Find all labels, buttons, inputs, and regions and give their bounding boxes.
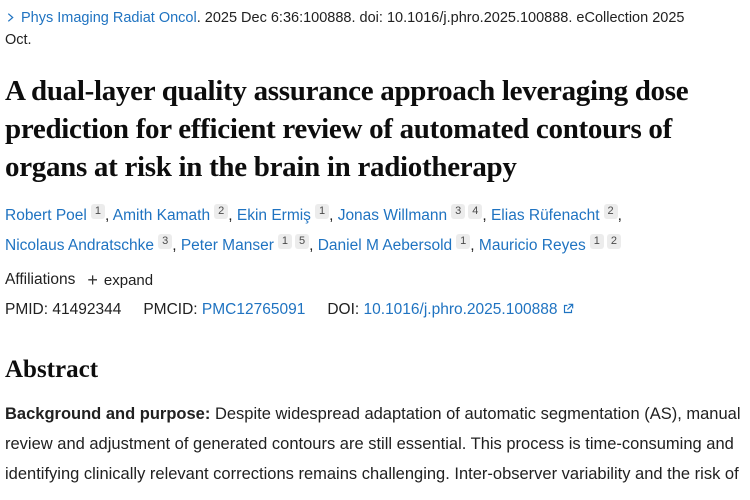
author: Daniel M Aebersold 1, [317,234,479,254]
author-separator: , [104,207,113,224]
abstract-section-label: Background and purpose: [5,405,211,423]
author-affiliation-sups: 3 [154,234,173,254]
pmcid-group: PMCID: PMC12765091 [143,301,305,319]
author-affiliation-sups: 2 [210,204,229,224]
affiliations-row: Affiliations + expand [5,271,742,289]
author: Nicolaus Andratschke 3, [5,234,181,254]
affiliation-number-badge: 2 [214,204,229,219]
affiliation-number-badge: 1 [589,234,604,249]
author-separator: , [470,237,479,254]
author-link[interactable]: Robert Poel [5,207,87,224]
article-title: A dual-layer quality assurance approach … [5,75,689,183]
author-separator: , [309,237,318,254]
author-separator: , [172,237,181,254]
journal-link[interactable]: Phys Imaging Radiat Oncol [21,10,197,26]
expand-affiliations-button[interactable]: + expand [87,271,153,289]
affiliations-label: Affiliations [5,271,76,288]
affiliation-number-badge: 2 [606,234,621,249]
pmid-value: 41492344 [52,301,122,318]
author: Jonas Willmann 3 4, [337,204,491,224]
abstract-section-text: Despite widespread adaptation of automat… [5,405,741,483]
author-link[interactable]: Nicolaus Andratschke [5,237,155,254]
author: Peter Manser 1 5, [180,234,318,254]
affiliation-number-badge: 1 [90,204,105,219]
author-link[interactable]: Ekin Ermiş [236,207,311,224]
author-separator: , [228,207,237,224]
author: Amith Kamath 2, [112,204,237,224]
author-link[interactable]: Amith Kamath [112,207,211,224]
doi-link[interactable]: 10.1016/j.phro.2025.100888 [364,301,576,318]
author-link[interactable]: Jonas Willmann [337,207,448,224]
doi-label: DOI: [327,301,360,318]
article-page: Phys Imaging Radiat Oncol. 2025 Dec 6:36… [5,7,742,489]
authors-list: Robert Poel 1, Amith Kamath 2, Ekin Ermiş 1… [5,201,665,261]
author-affiliation-sups: 1 [452,234,471,254]
author-affiliation-sups: 1 [87,204,105,224]
affiliation-number-badge: 1 [314,204,330,219]
author-separator: , [482,207,491,224]
chevron-right-icon[interactable] [5,7,16,29]
author-separator: , [617,207,622,224]
plus-icon[interactable]: + [87,270,98,290]
abstract-background-paragraph: Background and purpose: Despite widespre… [5,399,742,489]
doi-group: DOI: 10.1016/j.phro.2025.100888 [327,301,575,319]
affiliation-number-badge: 1 [456,234,471,249]
pmcid-label: PMCID: [143,301,198,318]
author-link[interactable]: Daniel M Aebersold [317,237,453,254]
author: Robert Poel 1, [5,204,113,224]
author: Elias Rüfenacht 2, [490,204,622,224]
citation-text: . 2025 Dec 6:36:100888. doi: 10.1016/j.p… [5,10,685,48]
abstract-heading: Abstract [5,356,99,383]
author: Ekin Ermiş 1, [236,204,338,224]
author-link[interactable]: Peter Manser [180,237,274,254]
journal-citation-line: Phys Imaging Radiat Oncol. 2025 Dec 6:36… [5,7,695,51]
pmid-label: PMID: [5,301,49,318]
pmcid-link[interactable]: PMC12765091 [201,301,306,318]
author-affiliation-sups: 2 [600,204,618,224]
author-link[interactable]: Mauricio Reyes [478,237,586,254]
expand-label: expand [103,271,154,289]
author-separator: , [329,207,338,224]
author-link[interactable]: Elias Rüfenacht [490,207,600,224]
affiliation-number-badge: 3 [158,234,173,249]
author: Mauricio Reyes 1 2 [478,234,621,254]
pmid-group: PMID: 41492344 [5,301,121,319]
external-link-icon[interactable] [557,301,575,318]
affiliation-number-badge: 2 [603,204,618,219]
identifiers-row: PMID: 41492344 PMCID: PMC12765091 DOI: 1… [5,301,742,319]
affiliation-number-badge: 5 [294,234,310,249]
affiliation-number-badge: 4 [468,204,483,219]
affiliation-number-badge: 1 [277,234,292,249]
author-affiliation-sups: 1 [311,204,330,224]
affiliation-number-badge: 3 [451,204,466,219]
doi-value: 10.1016/j.phro.2025.100888 [363,301,558,318]
